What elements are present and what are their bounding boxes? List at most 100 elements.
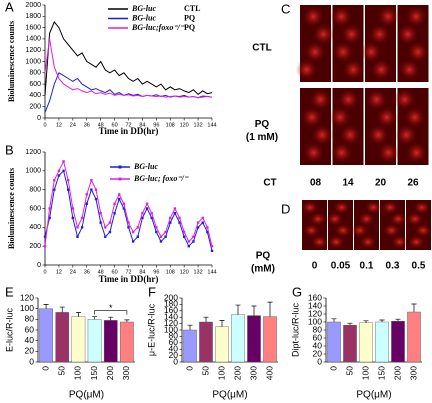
series-marker — [182, 230, 186, 234]
series-marker — [113, 202, 116, 205]
series-marker — [57, 169, 61, 173]
series-marker — [136, 235, 139, 238]
y-tick-label: 80 — [25, 314, 35, 324]
row-label: PQ — [256, 251, 271, 262]
x-tick-label: 200 — [105, 366, 115, 380]
series-marker — [43, 244, 47, 248]
x-tick-label: 12 — [56, 269, 62, 275]
series-marker — [145, 202, 149, 205]
error-bar — [219, 320, 225, 327]
row-label: PQ — [255, 119, 270, 130]
series-marker — [169, 221, 172, 224]
x-axis-label: PQ(μM) — [69, 390, 104, 401]
y-tick-label: 120 — [308, 308, 322, 318]
error-bar — [59, 306, 65, 313]
micrograph-cell — [302, 223, 321, 238]
series-marker — [145, 207, 149, 210]
error-bar — [347, 322, 353, 326]
y-tick-label: 1000 — [25, 58, 41, 65]
column-label: 0.5 — [412, 261, 426, 272]
bar — [375, 321, 389, 363]
column-label: 08 — [310, 178, 322, 189]
column-label: 0.3 — [386, 261, 400, 272]
x-tick-label: 84 — [139, 122, 145, 128]
x-tick-label: 60 — [112, 122, 118, 128]
error-bar — [75, 312, 81, 317]
series-marker — [80, 226, 84, 229]
series-marker — [201, 221, 204, 224]
micrograph-cell — [377, 141, 400, 164]
x-tick-label: 400 — [264, 366, 274, 380]
y-tick-label: 1200 — [25, 47, 41, 54]
series-line — [44, 21, 213, 96]
series-marker — [53, 179, 56, 182]
x-tick-label: 132 — [193, 122, 202, 128]
x-tick-label: 144 — [207, 122, 216, 128]
error-bar — [331, 318, 337, 322]
micrograph-cell — [414, 223, 432, 238]
error-bar — [379, 319, 385, 322]
series-marker — [48, 207, 51, 210]
x-axis-label: PQ(μM) — [212, 390, 247, 401]
bar — [359, 322, 373, 363]
micrograph-cell — [405, 5, 428, 28]
column-label: 0.1 — [360, 261, 374, 272]
micrograph-cell — [302, 5, 325, 28]
y-tick-label: 800 — [29, 70, 41, 77]
series-marker — [173, 207, 177, 210]
x-tick-label: 0 — [328, 366, 338, 371]
error-bar — [92, 316, 98, 320]
bar — [263, 316, 277, 363]
panel-label: F — [148, 284, 156, 299]
x-tick-label: 108 — [166, 122, 175, 128]
micrograph-cell — [367, 124, 390, 146]
micrograph-cell — [403, 106, 426, 129]
series-marker — [104, 235, 107, 238]
x-tick-label: 24 — [70, 269, 76, 275]
series-marker — [90, 179, 93, 182]
y-tick-label: 120 — [20, 292, 34, 302]
y-tick-label: 1600 — [25, 24, 41, 31]
series-marker — [122, 202, 126, 205]
series-marker — [155, 230, 158, 234]
series-marker — [57, 174, 61, 177]
error-bar — [235, 304, 241, 315]
series-marker — [127, 221, 130, 224]
micrograph-cell — [302, 141, 325, 164]
micrograph-cell — [381, 200, 399, 215]
x-tick-label: 100 — [216, 366, 226, 380]
y-tick-label: 140 — [164, 311, 178, 321]
series-marker — [48, 216, 51, 220]
y-tick-label: 60 — [25, 324, 35, 334]
y-tick-label: 80 — [313, 324, 323, 334]
y-tick-label: 600 — [29, 81, 41, 88]
micrograph-cell — [370, 58, 393, 81]
series-marker — [206, 226, 209, 229]
bar — [327, 321, 341, 363]
series-marker — [206, 230, 209, 234]
series-line — [44, 38, 213, 99]
x-tick-label: 300 — [248, 366, 258, 380]
error-bar — [267, 301, 273, 317]
x-tick-label: 96 — [153, 269, 159, 275]
series-marker — [210, 244, 214, 248]
y-tick-label: 80 — [169, 331, 179, 341]
y-tick-label: 0 — [317, 356, 322, 366]
micrograph-cell — [304, 41, 326, 63]
column-label: 0.05 — [331, 261, 351, 272]
micrograph-cell — [311, 124, 333, 146]
y-tick-label: 200 — [29, 243, 41, 250]
series-marker — [178, 216, 181, 220]
panel-label: A — [5, 0, 14, 14]
x-tick-label: 48 — [98, 269, 104, 275]
micrograph-cell — [406, 212, 424, 226]
x-tick-label: 50 — [200, 366, 210, 376]
series-marker — [113, 212, 116, 215]
y-tick-label: 0 — [173, 356, 178, 366]
panel-label: G — [292, 284, 302, 299]
column-label: 26 — [407, 178, 419, 189]
series-marker — [164, 230, 167, 234]
series-marker — [192, 240, 195, 243]
x-tick-label: 144 — [207, 269, 216, 275]
series-marker — [122, 207, 126, 210]
